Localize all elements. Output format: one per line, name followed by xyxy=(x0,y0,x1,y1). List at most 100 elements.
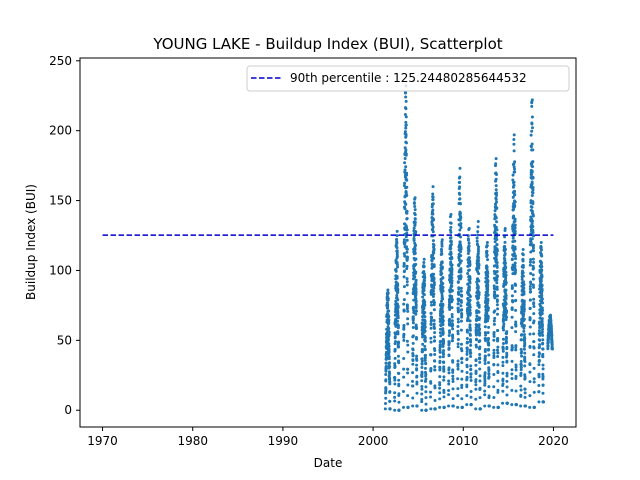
x-tick-label: 1990 xyxy=(268,434,299,448)
data-point xyxy=(440,242,444,246)
data-point xyxy=(442,341,446,345)
data-point xyxy=(395,255,399,259)
data-point xyxy=(494,200,498,204)
data-point xyxy=(405,228,409,232)
data-point xyxy=(414,230,418,234)
data-point xyxy=(406,343,410,347)
data-point xyxy=(439,339,443,343)
data-point xyxy=(504,315,508,319)
data-point xyxy=(424,362,428,366)
data-point xyxy=(550,342,554,346)
data-point xyxy=(440,299,443,303)
data-point xyxy=(388,407,392,411)
data-point xyxy=(412,239,416,243)
data-point xyxy=(487,375,491,379)
data-point xyxy=(485,253,489,257)
data-point xyxy=(532,380,536,384)
data-point xyxy=(420,372,424,376)
data-point xyxy=(496,329,500,333)
data-point xyxy=(438,331,442,335)
data-point xyxy=(414,290,418,294)
data-point xyxy=(387,318,391,322)
data-point xyxy=(431,208,435,212)
data-point xyxy=(415,404,419,408)
data-point xyxy=(458,166,462,170)
data-point xyxy=(468,298,472,302)
data-point xyxy=(522,292,526,296)
data-point xyxy=(420,374,424,378)
data-point xyxy=(415,358,419,362)
data-point xyxy=(513,204,517,208)
data-point xyxy=(412,202,416,206)
data-point xyxy=(459,250,463,254)
data-point xyxy=(538,324,542,328)
data-point xyxy=(405,250,409,254)
data-point xyxy=(413,217,417,221)
data-point xyxy=(531,228,535,232)
data-point xyxy=(414,270,418,274)
data-point xyxy=(424,353,428,357)
data-point xyxy=(531,165,535,169)
data-point xyxy=(537,384,541,388)
data-point xyxy=(414,262,418,266)
data-point xyxy=(405,255,409,259)
data-point xyxy=(458,228,462,232)
data-point xyxy=(530,122,534,126)
data-point xyxy=(540,317,544,321)
data-point xyxy=(505,401,509,405)
data-point xyxy=(405,307,409,311)
data-point xyxy=(386,297,390,301)
data-point xyxy=(449,240,453,244)
data-point xyxy=(459,259,463,263)
data-point xyxy=(404,165,408,169)
data-point xyxy=(465,352,469,356)
data-point xyxy=(522,326,526,330)
data-point xyxy=(432,251,436,255)
data-point xyxy=(512,251,516,255)
data-point xyxy=(396,265,400,269)
data-point xyxy=(521,274,525,278)
data-point xyxy=(477,255,481,259)
data-point xyxy=(441,281,445,285)
data-point xyxy=(396,332,400,336)
data-point xyxy=(424,402,428,406)
data-point xyxy=(402,324,406,328)
data-point xyxy=(441,319,445,323)
data-point xyxy=(531,176,535,180)
data-point xyxy=(531,191,535,195)
data-point xyxy=(511,195,515,199)
data-point xyxy=(531,246,535,250)
data-point xyxy=(514,330,518,334)
data-point xyxy=(449,260,453,264)
data-point xyxy=(469,389,473,393)
data-point xyxy=(483,339,487,342)
data-point xyxy=(441,310,445,314)
data-point xyxy=(478,345,482,349)
data-point xyxy=(412,226,416,230)
data-point xyxy=(486,279,490,283)
data-point xyxy=(532,319,536,323)
data-point xyxy=(450,257,454,261)
data-point xyxy=(395,263,399,267)
data-point xyxy=(440,238,444,242)
data-point xyxy=(397,408,401,412)
data-point xyxy=(496,354,500,358)
data-point xyxy=(495,238,499,242)
data-point xyxy=(431,294,435,298)
data-point xyxy=(477,303,481,307)
data-point xyxy=(475,318,479,322)
data-point xyxy=(514,320,518,324)
data-point xyxy=(415,326,418,330)
data-point xyxy=(383,402,387,406)
data-point xyxy=(414,299,418,303)
data-point xyxy=(441,297,445,301)
data-point xyxy=(432,256,436,260)
data-point xyxy=(469,340,473,344)
data-point xyxy=(494,177,498,181)
data-point xyxy=(395,246,399,250)
data-point xyxy=(423,356,427,360)
data-point xyxy=(432,322,436,326)
data-point xyxy=(493,209,497,213)
data-point xyxy=(528,263,532,267)
data-point xyxy=(537,400,541,404)
